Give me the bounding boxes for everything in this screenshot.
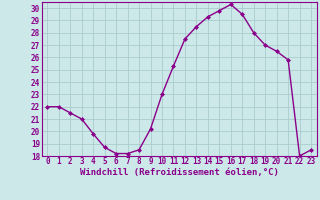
X-axis label: Windchill (Refroidissement éolien,°C): Windchill (Refroidissement éolien,°C): [80, 168, 279, 177]
